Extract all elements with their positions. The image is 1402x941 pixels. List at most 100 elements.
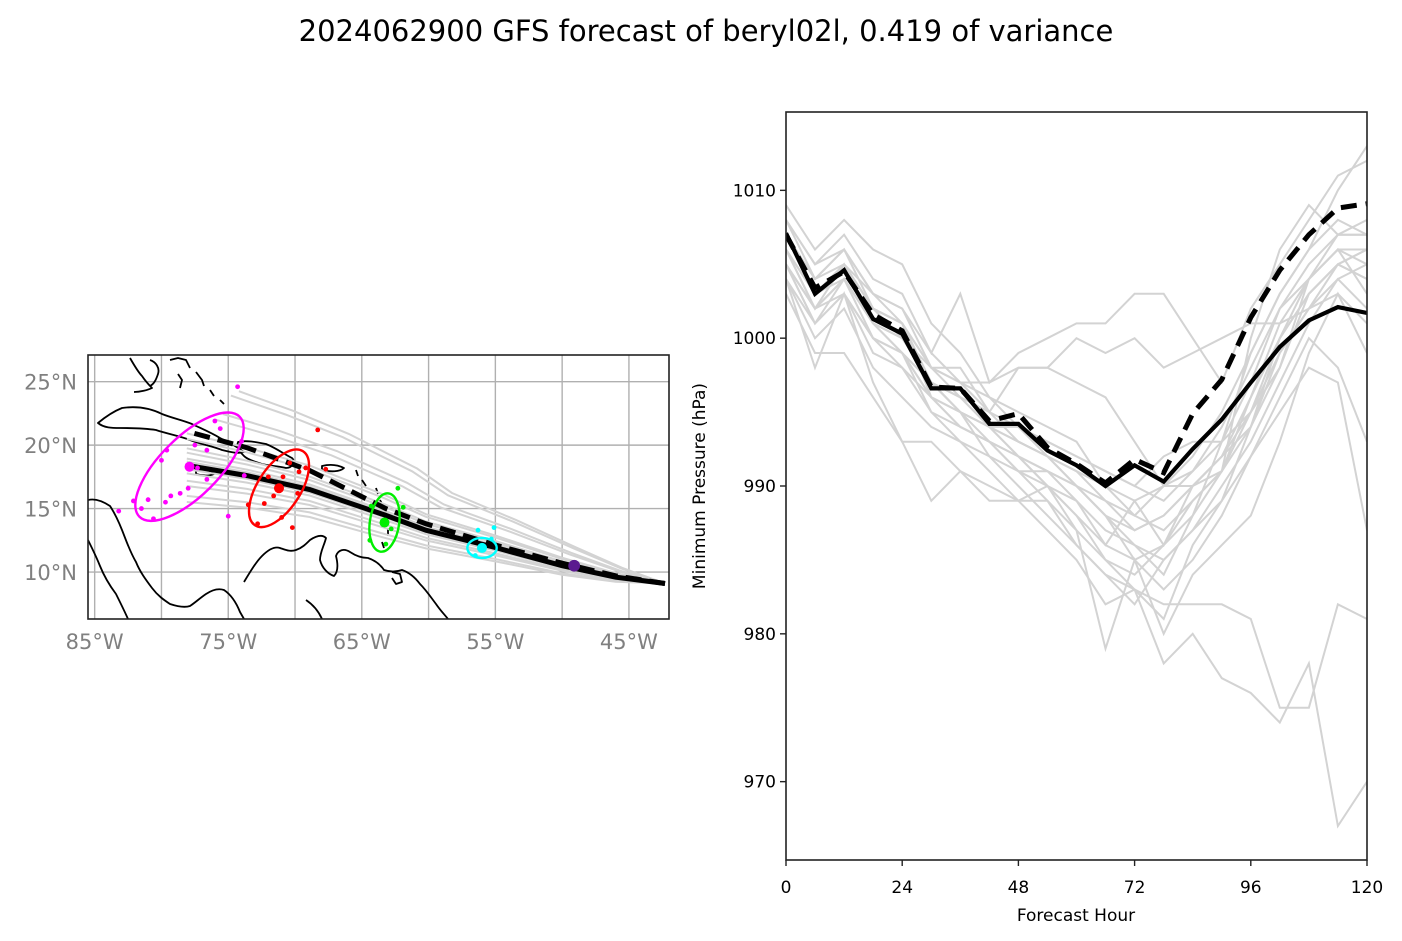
uncertainty-ellipses [134,411,581,572]
ensemble-point [204,476,210,482]
member-track [186,501,666,585]
member-line-member-15 [786,263,1367,606]
ellipse-green [368,492,401,553]
ensemble-point [159,457,164,463]
member-line-member-21 [786,218,1367,502]
member-track [230,394,666,585]
member-line-member-05 [786,278,1367,653]
ensemble-point [192,442,198,448]
ensemble-point [265,474,271,480]
ellipse-center-cyan [477,542,488,553]
map-x-tick-label: 65°W [333,630,391,654]
ensemble-point [177,490,183,496]
map-y-tick-label: 15°N [24,498,77,522]
map-longitude-labels: 85°W 75°W 65°W 55°W 45°W [66,630,658,654]
ensemble-point [261,501,267,506]
coastline-hispaniola [236,440,295,469]
ensemble-point [212,418,218,424]
member-line-member-16 [786,248,1367,532]
deterministic-pressure-line [786,232,1367,489]
x-axis-label: Forecast Hour [1017,906,1135,926]
ensemble-point [491,525,497,531]
x-tick-label: 120 [1351,878,1383,898]
ellipse-purple [568,559,581,572]
map-frame [87,354,670,620]
ensemble-point [163,499,168,505]
coastline-central-america [88,498,245,619]
ellipse-red [247,448,311,529]
y-axis-label: Minimum Pressure (hPa) [690,383,710,589]
ensemble-point [185,485,191,491]
member-line-member-17 [786,234,1367,532]
ensemble-point [225,513,231,519]
y-tick-label: 1000 [733,329,776,349]
member-line-member-07 [786,219,1367,384]
map-y-tick-label: 25°N [24,371,77,395]
ensemble-mean-track-line [190,429,666,586]
member-line-member-01 [786,145,1367,577]
ensemble-point [139,506,144,511]
x-axis-ticks: 0 24 48 72 96 120 [781,860,1383,898]
member-track [215,418,666,585]
ensemble-point [323,466,329,472]
y-tick-label: 970 [744,773,776,793]
x-tick-label: 96 [1240,878,1262,898]
ensemble-point [235,384,240,390]
ensemble-member-pressure-lines [786,145,1367,829]
member-track [238,390,666,585]
y-tick-label: 980 [744,625,776,645]
ensemble-point [383,541,389,547]
ensemble-point [388,526,394,532]
coastline-trinidad [391,571,403,585]
ensemble-point [241,473,247,478]
ensemble-point [280,474,286,480]
ensemble-point [296,469,302,475]
map-background [88,355,669,619]
map-x-tick-label: 85°W [66,630,124,654]
ensemble-point [287,460,293,466]
member-line-member-11 [786,248,1367,562]
member-track [222,413,666,585]
coastline-florida [129,357,160,393]
y-tick-label: 990 [744,477,776,497]
ellipse-magenta [134,411,245,523]
ensemble-point [271,493,277,499]
map-x-tick-label: 55°W [466,630,524,654]
ensemble-point [195,465,200,471]
coastline-bahamas [169,357,225,405]
map-x-tick-label: 45°W [600,630,658,654]
ensemble-point [400,504,406,510]
map-y-tick-label: 20°N [24,434,77,458]
member-line-member-06 [786,203,1367,548]
y-axis-ticks: 970 980 990 1000 1010 [733,181,786,793]
ensemble-point [315,427,321,433]
y-tick-label: 1010 [733,181,776,201]
map-y-tick-label: 10°N [24,561,77,585]
figure-title: 2024062900 GFS forecast of beryl02l, 0.4… [299,14,1114,48]
ellipse-center-green [379,517,390,528]
x-tick-label: 72 [1124,878,1146,898]
ensemble-point [289,525,295,531]
pressure-chart-panel: 0 24 48 72 96 120 970 980 990 1000 1010 Forecast … [690,111,1383,926]
ensemble-point [168,493,174,499]
map-x-tick-label: 75°W [199,630,257,654]
coastline-south-america [243,534,449,619]
map-latitude-labels: 10°N 15°N 20°N 25°N [24,371,77,585]
ellipse-center-magenta [184,461,195,472]
track-map-panel: 85°W 75°W 65°W 55°W 45°W 10°N 15°N 20°N 25°N [24,354,670,654]
member-line-member-20 [786,263,1367,591]
ellipse-center-red [273,483,284,494]
x-tick-label: 0 [781,878,792,898]
ensemble-point [204,447,210,453]
member-track [186,494,666,585]
x-tick-label: 24 [891,878,913,898]
ensemble-point [395,485,401,491]
member-line-member-14 [786,233,1367,517]
x-tick-label: 48 [1008,878,1030,898]
member-line-member-18 [786,263,1367,562]
ensemble-point [145,497,151,503]
ellipse-cyan [466,536,498,560]
ensemble-point [475,527,481,533]
ensemble-point [217,426,223,432]
